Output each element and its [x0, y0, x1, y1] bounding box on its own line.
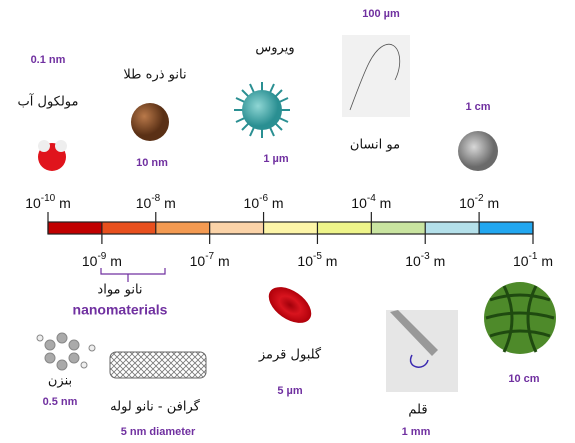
scale-segment: [479, 222, 533, 234]
scale-base: 10: [513, 253, 529, 269]
coin-icon: [458, 131, 498, 171]
scale-segment: [263, 222, 318, 234]
scale-base: 10: [351, 195, 367, 211]
nano-english: nanomaterials: [73, 302, 168, 318]
scale-exp: -4: [367, 193, 376, 204]
scale-unit: m: [110, 253, 122, 269]
scale-unit: m: [164, 195, 176, 211]
scale-exp: -9: [97, 251, 106, 262]
benzene-icon: [36, 332, 96, 371]
scale-base: 10: [82, 253, 98, 269]
scale-exp: -6: [259, 193, 268, 204]
scale-exp: -5: [313, 251, 322, 262]
scale-unit: m: [272, 195, 284, 211]
scale-base: 10: [25, 195, 41, 211]
scale-label: 10-5 m: [297, 251, 337, 269]
item-label: ویروس: [255, 41, 294, 56]
scale-unit: m: [326, 253, 338, 269]
scale-label: 10-3 m: [405, 251, 445, 269]
scale-segment: [371, 222, 426, 234]
nanotube-icon: [109, 351, 207, 379]
item-label: مولکول آب: [18, 93, 79, 110]
scale-exp: -8: [151, 193, 160, 204]
scale-segment: [101, 222, 156, 234]
scale-unit: m: [487, 195, 499, 211]
item-label: بنزن: [48, 374, 72, 389]
scale-segment: [155, 222, 210, 234]
nano-label: نانو مواد: [97, 283, 142, 298]
size-label: 10 cm: [508, 373, 539, 385]
scale-base: 10: [244, 195, 260, 211]
item-label: نانو ذره طلا: [123, 68, 186, 83]
size-label: 10 nm: [136, 157, 168, 169]
scale-exp: -7: [205, 251, 214, 262]
scale-base: 10: [405, 253, 421, 269]
scale-unit: m: [59, 195, 71, 211]
size-label: 5 µm: [277, 385, 303, 397]
scale-base: 10: [297, 253, 313, 269]
scale-base: 10: [459, 195, 475, 211]
watermelon-icon: [484, 282, 556, 354]
item-label: قلم: [408, 403, 427, 418]
scale-segment: [209, 222, 264, 234]
scale-base: 10: [190, 253, 206, 269]
scale-unit: m: [380, 195, 392, 211]
hair-icon: [342, 35, 410, 117]
size-label: 1 µm: [263, 153, 289, 165]
scale-base: 10: [136, 195, 152, 211]
scale-exp: -2: [475, 193, 484, 204]
nano-bracket: [100, 268, 166, 282]
scale-unit: m: [541, 253, 553, 269]
rbc-icon: [268, 287, 312, 323]
size-label: 1 cm: [465, 101, 490, 113]
scale-label: 10-8 m: [136, 193, 176, 211]
scale-label: 10-2 m: [459, 193, 499, 211]
scale-label: 10-4 m: [351, 193, 391, 211]
item-label: مو انسان: [350, 138, 400, 153]
scale-label: 10-9 m: [82, 251, 122, 269]
scale-exp: -10: [41, 193, 56, 204]
scale-label: 10-6 m: [244, 193, 284, 211]
size-label: 0.1 nm: [31, 54, 66, 66]
size-label: 5 nm diameter: [121, 426, 196, 438]
scale-exp: -3: [421, 251, 430, 262]
size-label: 0.5 nm: [43, 396, 78, 408]
scale-unit: m: [434, 253, 446, 269]
gold-icon: [131, 103, 169, 141]
pen-icon: [386, 310, 458, 392]
scale-segment: [425, 222, 480, 234]
scale-label: 10-10 m: [25, 193, 71, 211]
scale-segment: [317, 222, 372, 234]
virus-icon: [234, 82, 290, 138]
scale-exp: -1: [529, 251, 538, 262]
scale-segment: [48, 222, 102, 234]
scale-label: 10-7 m: [190, 251, 230, 269]
size-label: 100 µm: [362, 8, 400, 20]
size-label: 1 mm: [402, 426, 431, 438]
scale-label: 10-1 m: [513, 251, 553, 269]
scale-unit: m: [218, 253, 230, 269]
water-icon: [38, 140, 67, 171]
item-label: گلبول قرمز: [258, 347, 322, 363]
item-label: گرافن - نانو لوله: [110, 399, 201, 415]
